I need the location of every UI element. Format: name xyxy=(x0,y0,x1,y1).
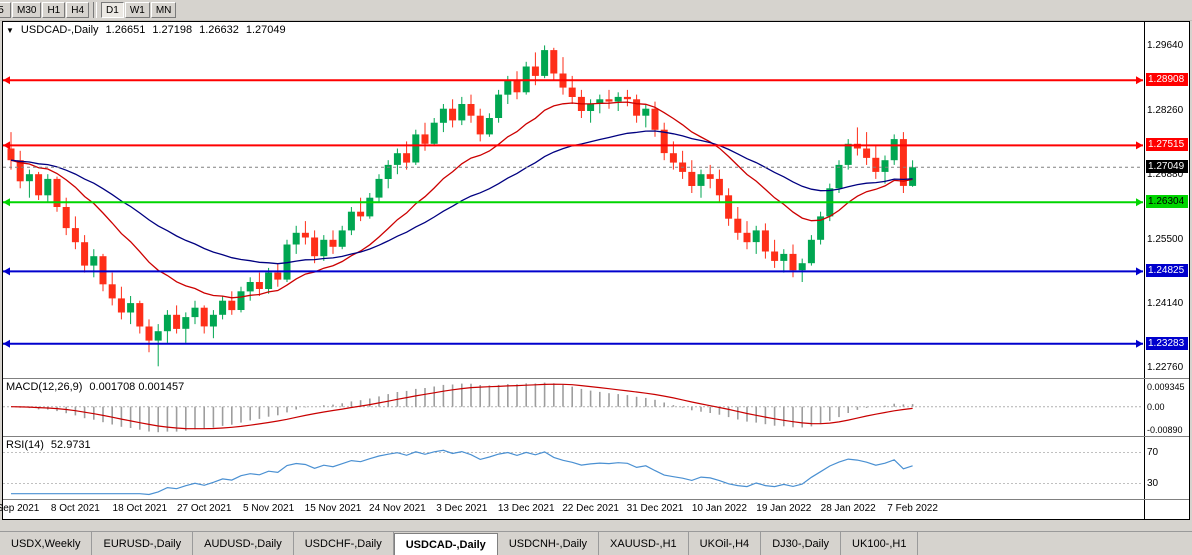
date-label: 22 Dec 2021 xyxy=(562,503,619,514)
chart-tab-xauusd-h1[interactable]: XAUUSD-,H1 xyxy=(599,532,689,555)
ohlc-close: 1.27049 xyxy=(245,24,286,36)
date-label: 7 Feb 2022 xyxy=(887,503,938,514)
rsi-name: RSI(14) xyxy=(6,439,44,451)
price-tick-label: 1.22760 xyxy=(1147,362,1184,374)
price-pane[interactable]: ▼ USDCAD-,Daily 1.26651 1.27198 1.26632 … xyxy=(3,22,1143,378)
rsi-axis-label: 30 xyxy=(1147,477,1159,489)
level-price-chip: 1.26304 xyxy=(1146,195,1188,209)
rsi-pane[interactable]: RSI(14) 52.9731 xyxy=(3,437,1143,499)
date-label: 24 Nov 2021 xyxy=(369,503,426,514)
price-tick-label: 1.25500 xyxy=(1147,233,1184,245)
pane-separator[interactable] xyxy=(3,378,1189,379)
price-tick-label: 1.24140 xyxy=(1147,297,1184,309)
rsi-value: 52.9731 xyxy=(50,439,91,451)
date-label: 15 Nov 2021 xyxy=(304,503,362,514)
pane-separator xyxy=(3,499,1189,500)
price-tick-label: 1.26880 xyxy=(1147,169,1184,181)
pane-separator[interactable] xyxy=(3,436,1189,437)
toolbar-separator xyxy=(93,2,98,18)
macd-axis-label: -0.00890 xyxy=(1147,425,1183,435)
chart-tab-audusd-daily[interactable]: AUDUSD-,Daily xyxy=(193,532,294,555)
date-label: 27 Oct 2021 xyxy=(176,503,232,514)
chart-tab-usdcad-daily[interactable]: USDCAD-,Daily xyxy=(393,533,498,555)
rsi-label: RSI(14) 52.9731 xyxy=(6,439,91,451)
date-label: 13 Dec 2021 xyxy=(497,503,555,514)
chart-window: ▼ USDCAD-,Daily 1.26651 1.27198 1.26632 … xyxy=(0,21,1190,520)
timeframe-button-mn[interactable]: MN xyxy=(150,2,177,18)
timeframe-button-5[interactable]: 5 xyxy=(0,2,11,18)
macd-values: 0.001708 0.001457 xyxy=(89,381,185,393)
chart-tabs: USDX,Weekly EURUSD-,Daily AUDUSD-,Daily USD… xyxy=(0,531,1192,555)
timeframe-button-h4[interactable]: H4 xyxy=(66,2,90,18)
date-axis[interactable]: 29 Sep 2021 8 Oct 2021 18 Oct 2021 27 Oct 2… xyxy=(0,500,1143,519)
date-label: 10 Jan 2022 xyxy=(691,503,747,514)
timeframe-button-w1[interactable]: W1 xyxy=(124,2,150,18)
chart-tab-eurusd-daily[interactable]: EURUSD-,Daily xyxy=(92,532,194,555)
chart-tab-uk100-h1[interactable]: UK100-,H1 xyxy=(841,532,919,555)
ohlc-low: 1.26632 xyxy=(199,24,239,36)
chart-tab-usdchf-daily[interactable]: USDCHF-,Daily xyxy=(294,532,394,555)
rsi-axis-label: 70 xyxy=(1147,446,1159,458)
date-label: 18 Oct 2021 xyxy=(112,503,168,514)
current-price-chip: 1.27049 xyxy=(1146,160,1188,174)
ohlc-high: 1.27198 xyxy=(152,24,193,36)
chart-title: USDCAD-,Daily xyxy=(20,24,99,36)
price-axis[interactable]: 1.29640 1.28260 1.26880 1.25500 1.24140 1.227… xyxy=(1144,22,1189,519)
level-price-chip: 1.27515 xyxy=(1146,138,1188,152)
price-tick-label: 1.28260 xyxy=(1147,104,1184,116)
date-label: 5 Nov 2021 xyxy=(243,503,295,514)
date-label: 31 Dec 2021 xyxy=(626,503,684,514)
timeframe-button-h1[interactable]: H1 xyxy=(42,2,66,18)
macd-label: MACD(12,26,9) 0.001708 0.001457 xyxy=(6,381,184,393)
level-price-chip: 1.28908 xyxy=(1146,73,1188,87)
macd-axis-label: 0.009345 xyxy=(1147,382,1185,392)
chart-dropdown-icon[interactable]: ▼ xyxy=(6,26,14,35)
date-label: 8 Oct 2021 xyxy=(50,503,100,514)
chart-tab-dj30-daily[interactable]: DJ30-,Daily xyxy=(761,532,842,555)
timeframe-button-d1[interactable]: D1 xyxy=(101,2,124,18)
macd-name: MACD(12,26,9) xyxy=(6,381,83,393)
macd-axis-label: 0.00 xyxy=(1147,401,1165,412)
chart-symbol-ohlc: ▼ USDCAD-,Daily 1.26651 1.27198 1.26632 … xyxy=(6,24,286,37)
ohlc-open: 1.26651 xyxy=(105,24,146,36)
date-label: 28 Jan 2022 xyxy=(820,503,876,514)
timeframe-button-m30[interactable]: M30 xyxy=(12,2,42,18)
chart-tab-usdx-weekly[interactable]: USDX,Weekly xyxy=(0,532,93,555)
macd-pane[interactable]: MACD(12,26,9) 0.001708 0.001457 xyxy=(3,379,1143,436)
date-label: 19 Jan 2022 xyxy=(756,503,812,514)
date-label: 29 Sep 2021 xyxy=(0,503,40,514)
level-price-chip: 1.24825 xyxy=(1146,264,1188,278)
price-tick-label: 1.29640 xyxy=(1147,39,1184,51)
chart-tab-usdcnh-daily[interactable]: USDCNH-,Daily xyxy=(498,532,600,555)
chart-tab-ukoil-h4[interactable]: UKOil-,H4 xyxy=(689,532,762,555)
level-price-chip: 1.23283 xyxy=(1146,336,1188,350)
date-label: 3 Dec 2021 xyxy=(436,503,488,514)
